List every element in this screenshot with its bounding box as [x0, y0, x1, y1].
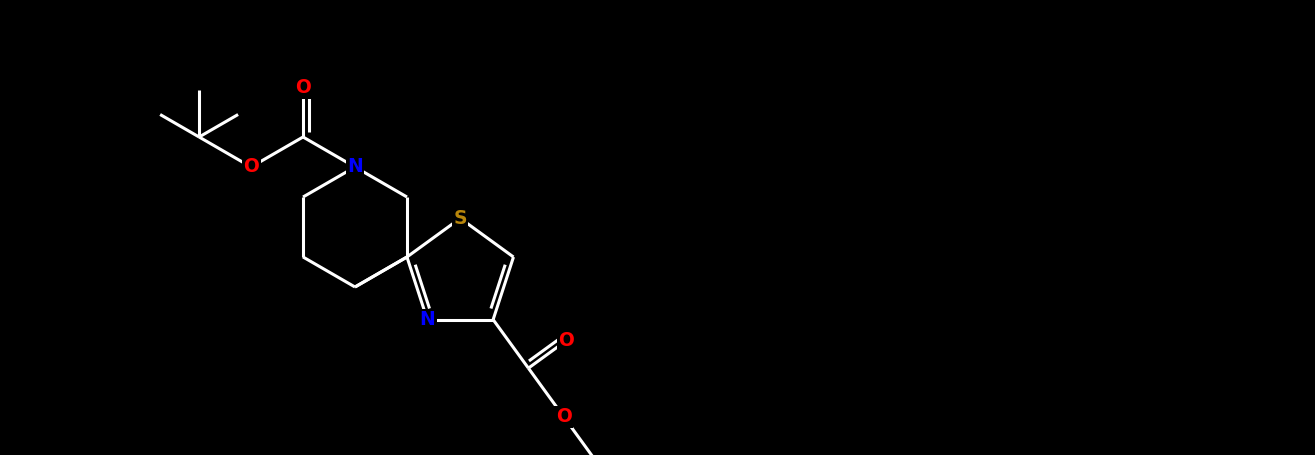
Text: O: O	[559, 331, 575, 350]
Text: O: O	[295, 78, 310, 97]
Text: N: N	[419, 310, 435, 329]
Text: N: N	[347, 157, 363, 177]
Text: O: O	[556, 407, 572, 426]
Text: S: S	[454, 209, 467, 228]
Text: O: O	[243, 157, 259, 177]
